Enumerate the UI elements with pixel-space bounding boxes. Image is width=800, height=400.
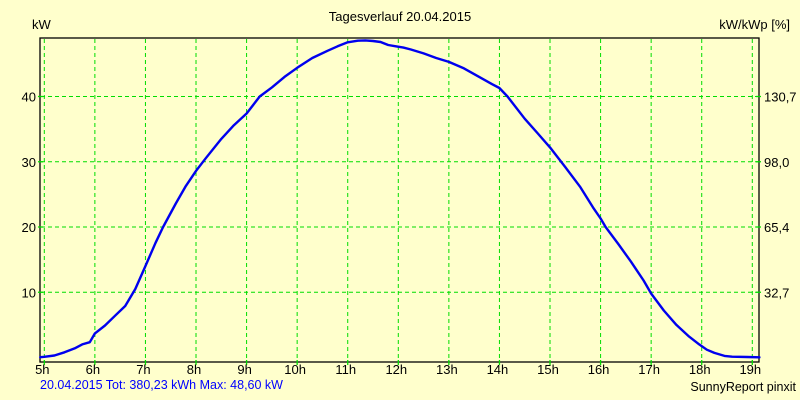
right-tick-label: 32,7 bbox=[764, 285, 789, 300]
x-tick-label: 6h bbox=[86, 362, 100, 377]
x-tick-label: 8h bbox=[187, 362, 201, 377]
chart-title: Tagesverlauf 20.04.2015 bbox=[328, 9, 472, 24]
power-curve bbox=[39, 39, 761, 359]
x-tick-label: 5h bbox=[35, 362, 49, 377]
right-tick-label: 98,0 bbox=[764, 155, 789, 170]
x-tick-label: 13h bbox=[436, 362, 458, 377]
right-axis-unit-label: kW/kWp [%] bbox=[719, 17, 790, 32]
left-tick-label: 30 bbox=[22, 155, 36, 170]
x-tick-label: 19h bbox=[739, 362, 761, 377]
x-tick-label: 7h bbox=[136, 362, 150, 377]
left-axis-unit-label: kW bbox=[32, 17, 51, 32]
left-tick-label: 10 bbox=[22, 285, 36, 300]
x-tick-label: 16h bbox=[588, 362, 610, 377]
x-tick-label: 11h bbox=[335, 362, 356, 377]
x-tick-label: 18h bbox=[689, 362, 711, 377]
x-tick-label: 14h bbox=[487, 362, 509, 377]
plot-frame bbox=[39, 37, 760, 363]
x-tick-label: 9h bbox=[237, 362, 251, 377]
left-tick-label: 20 bbox=[22, 220, 36, 235]
x-tick-label: 10h bbox=[284, 362, 306, 377]
x-tick-label: 12h bbox=[385, 362, 407, 377]
left-tick-label: 40 bbox=[22, 90, 36, 105]
right-tick-label: 130,7 bbox=[764, 90, 797, 105]
right-tick-label: 65,4 bbox=[764, 220, 789, 235]
footer-summary-text: 20.04.2015 Tot: 380,23 kWh Max: 48,60 kW bbox=[40, 378, 283, 392]
footer-credit-text: SunnyReport pinxit bbox=[690, 380, 796, 394]
x-tick-label: 15h bbox=[537, 362, 559, 377]
x-tick-label: 17h bbox=[638, 362, 660, 377]
